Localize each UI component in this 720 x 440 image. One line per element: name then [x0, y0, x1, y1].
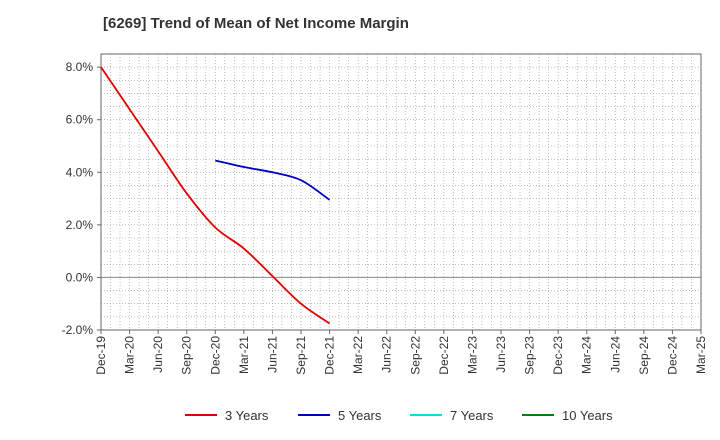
- x-tick-label: Dec-19: [94, 336, 108, 375]
- x-tick-label: Mar-21: [237, 336, 251, 374]
- x-tick-label: Dec-20: [208, 336, 222, 375]
- axis-layer: 8.0% 6.0% 4.0% 2.0% 0.0% -2.0%Dec-19 Mar-20 Jun…: [62, 53, 708, 375]
- x-tick-label: Dec-21: [323, 336, 337, 375]
- y-tick-label: 4.0%: [66, 165, 94, 179]
- legend-label: 10 Years: [562, 408, 613, 423]
- series-layer: [100, 66, 331, 325]
- x-tick-label: Sep-24: [637, 336, 651, 375]
- x-tick-label: Mar-22: [351, 336, 365, 374]
- legend: 3 Years 5 Years 7 Years 10 Years: [185, 408, 613, 423]
- chart-title: [6269] Trend of Mean of Net Income Margi…: [103, 15, 409, 32]
- x-tick-label: Jun-22: [380, 336, 394, 373]
- x-tick-label: Mar-20: [123, 336, 137, 374]
- y-tick-label: -2.0%: [62, 323, 94, 337]
- x-tick-label: Mar-25: [694, 336, 708, 374]
- series-line-3-years: [100, 66, 331, 325]
- y-tick-label: 2.0%: [66, 218, 94, 232]
- x-tick-label: Sep-20: [180, 336, 194, 375]
- legend-label: 5 Years: [338, 408, 382, 423]
- legend-label: 3 Years: [225, 408, 269, 423]
- legend-label: 7 Years: [450, 408, 494, 423]
- grid-layer: [101, 53, 701, 330]
- y-tick-label: 0.0%: [66, 270, 94, 284]
- x-tick-label: Jun-21: [265, 336, 279, 373]
- y-tick-label: 6.0%: [66, 113, 94, 127]
- x-tick-label: Mar-23: [465, 336, 479, 374]
- x-tick-label: Dec-23: [551, 336, 565, 375]
- x-tick-label: Sep-23: [523, 336, 537, 375]
- x-tick-label: Jun-23: [494, 336, 508, 373]
- x-tick-label: Dec-24: [665, 336, 679, 375]
- y-tick-label: 8.0%: [66, 60, 94, 74]
- x-tick-label: Dec-22: [437, 336, 451, 375]
- x-tick-label: Sep-22: [408, 336, 422, 375]
- series-line-5-years: [215, 159, 331, 201]
- plot-frame: [100, 53, 702, 331]
- x-tick-label: Mar-24: [580, 336, 594, 374]
- x-tick-label: Jun-24: [608, 336, 622, 373]
- x-tick-label: Jun-20: [151, 336, 165, 373]
- x-tick-label: Sep-21: [294, 336, 308, 375]
